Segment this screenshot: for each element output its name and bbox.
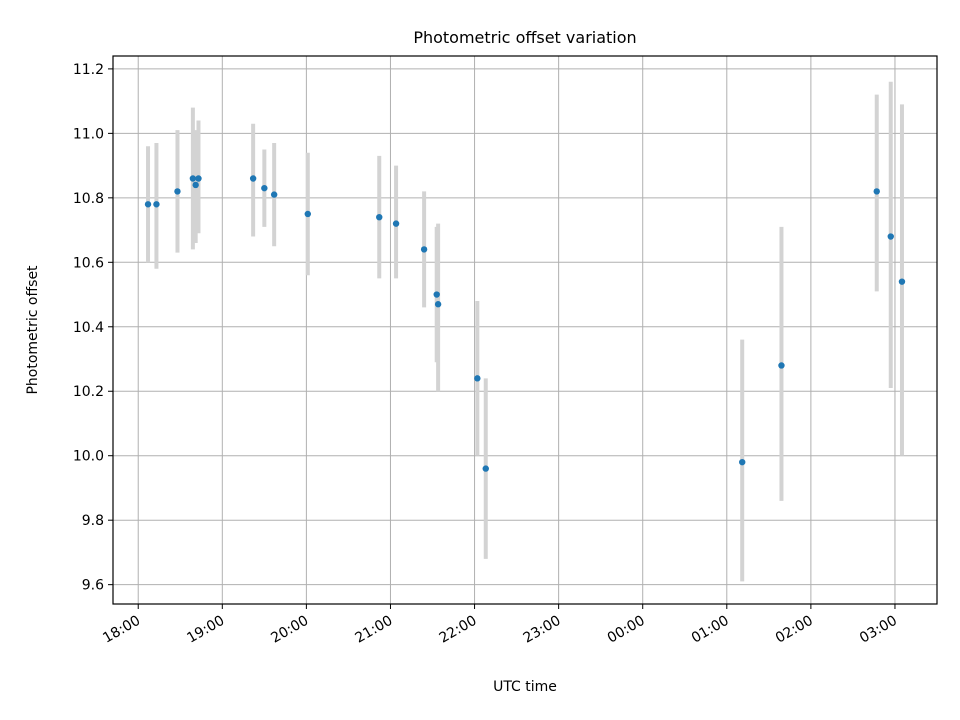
chart-title: Photometric offset variation <box>413 28 636 47</box>
data-point <box>887 233 894 240</box>
data-point <box>482 465 489 472</box>
data-point <box>778 362 785 369</box>
y-tick-label: 10.4 <box>73 320 104 336</box>
y-tick-label: 9.8 <box>82 513 104 529</box>
y-tick-label: 11.0 <box>73 126 104 142</box>
data-point <box>739 458 746 466</box>
x-axis-label: UTC time <box>493 679 557 695</box>
data-point <box>270 191 278 198</box>
y-tick-label: 10.8 <box>73 191 104 207</box>
data-point <box>392 220 400 227</box>
data-point <box>420 246 428 253</box>
data-point <box>474 375 481 382</box>
data-points <box>144 175 906 472</box>
data-point <box>249 175 257 182</box>
data-point <box>873 188 880 195</box>
plot-frame <box>112 55 938 605</box>
y-axis-ticks: 9.6 9.8 10.0 10.2 10.4 10.6 10.8 11.0 11.2 <box>73 62 113 594</box>
data-point <box>153 201 160 208</box>
y-tick-label: 10.6 <box>73 255 104 271</box>
data-point <box>144 201 152 208</box>
y-tick-label: 11.2 <box>73 62 104 78</box>
y-tick-label: 10.0 <box>73 449 104 465</box>
data-point <box>376 213 383 221</box>
data-point <box>195 175 202 182</box>
y-axis-label: Photometric offset <box>25 265 41 395</box>
y-tick-label: 9.6 <box>82 578 104 594</box>
data-point <box>174 188 181 195</box>
data-point <box>189 175 197 182</box>
data-point <box>192 181 199 189</box>
data-point <box>434 301 442 308</box>
data-point <box>304 210 311 218</box>
data-point <box>898 278 906 285</box>
grid-lines <box>113 56 937 604</box>
data-point <box>433 291 440 298</box>
y-tick-label: 10.2 <box>73 384 104 400</box>
data-point <box>261 184 268 192</box>
